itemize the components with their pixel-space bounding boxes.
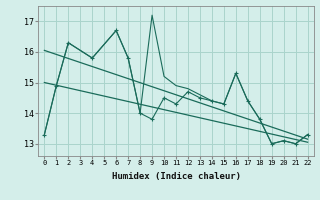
X-axis label: Humidex (Indice chaleur): Humidex (Indice chaleur)	[111, 172, 241, 181]
